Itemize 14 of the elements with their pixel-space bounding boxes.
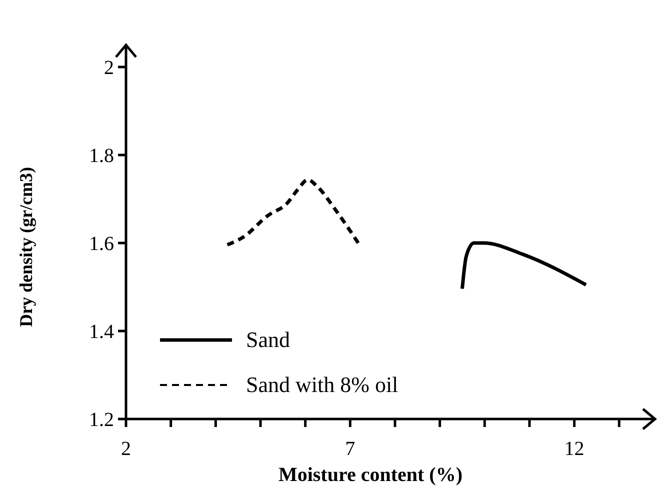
y-tick-label: 1.4 xyxy=(89,321,114,343)
y-tick-label: 1.8 xyxy=(89,145,114,167)
legend-label: Sand xyxy=(246,327,290,352)
y-axis-title: Dry density (gr/cm3) xyxy=(16,167,36,327)
y-tick-label: 2 xyxy=(104,57,114,79)
y-tick-label: 1.2 xyxy=(89,409,114,431)
x-tick-label: 12 xyxy=(564,438,584,460)
line-series xyxy=(226,178,360,247)
line-series xyxy=(460,241,588,291)
x-tick-label: 2 xyxy=(121,438,131,460)
x-axis-title: Moisture content (%) xyxy=(278,464,463,486)
legend-label: Sand with 8% oil xyxy=(246,372,398,397)
x-tick-label: 7 xyxy=(345,438,356,460)
y-tick-label: 1.6 xyxy=(89,233,114,255)
